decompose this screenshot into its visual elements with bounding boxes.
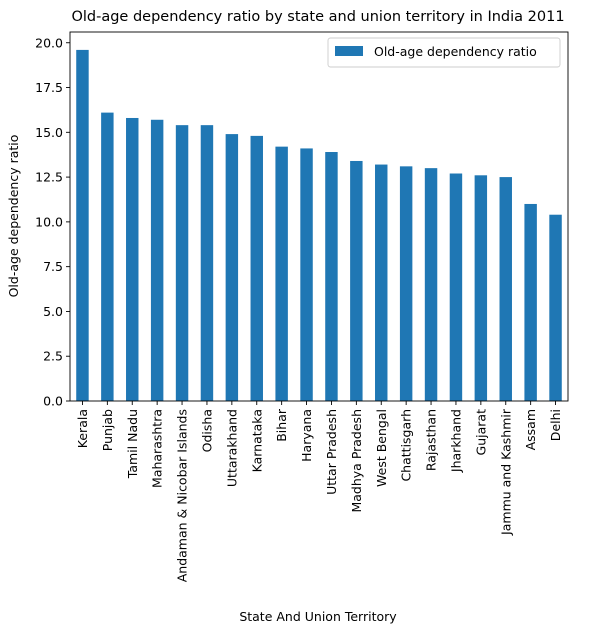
bars-group: [76, 49, 562, 402]
x-tick-label: West Bengal: [374, 409, 389, 487]
chart-title: Old-age dependency ratio by state and un…: [71, 9, 564, 25]
x-tick-label: Karnataka: [249, 409, 264, 472]
x-axis: Kerala Punjab Tamil Nadu Maharashtra Andaman…: [75, 401, 563, 582]
bar-13: [399, 166, 413, 401]
x-tick-label: Haryana: [299, 409, 314, 462]
y-tick-label: 17.5: [35, 80, 63, 95]
x-tick-label: Delhi: [548, 409, 563, 441]
bar-11: [350, 160, 363, 401]
bar-14: [424, 168, 438, 401]
x-tick-label: Assam: [523, 409, 538, 450]
x-tick-label: Madhya Pradesh: [349, 409, 364, 513]
bar-7: [250, 135, 263, 401]
x-tick-label: Uttar Pradesh: [324, 409, 339, 495]
bar-5: [200, 125, 214, 402]
bar-4: [175, 125, 189, 402]
y-tick-label: 10.0: [35, 214, 63, 229]
legend-box: [327, 37, 561, 68]
x-tick-label: Chattisgarh: [399, 409, 414, 482]
y-tick-label: 7.5: [43, 259, 63, 274]
bar-3: [150, 119, 164, 402]
x-tick-label: Jammu and Kashmir: [498, 408, 513, 536]
x-tick-label: Gujarat: [473, 409, 488, 456]
bar-2: [126, 117, 139, 401]
y-tick-label: 20.0: [35, 35, 63, 50]
x-tick-label: Andaman & Nicobar Islands: [175, 409, 190, 582]
y-axis-label: Old-age dependency ratio: [6, 135, 21, 298]
legend: Old-age dependency ratio: [327, 37, 561, 68]
bar-18: [524, 203, 537, 401]
bar-9: [300, 148, 313, 401]
bar-12: [375, 164, 388, 401]
x-tick-label: Rajasthan: [424, 409, 439, 471]
x-tick-label: Punjab: [100, 409, 115, 451]
legend-swatch: [335, 46, 363, 56]
bar-19: [549, 214, 562, 401]
bar-1: [101, 112, 114, 402]
plot-frame: [69, 31, 569, 402]
bar-15: [449, 173, 463, 401]
bar-16: [474, 175, 488, 401]
y-tick-label: 2.5: [43, 349, 63, 364]
x-tick-label: Kerala: [75, 409, 90, 448]
bar-10: [325, 152, 338, 401]
y-tick-label: 15.0: [35, 125, 63, 140]
y-tick-label: 5.0: [43, 304, 63, 319]
x-tick-label: Uttarakhand: [224, 409, 239, 487]
bar-8: [275, 146, 288, 401]
y-axis: 0.0 2.5 5.0 7.5 10.0 12.5 15.0 17.5 20.0: [35, 35, 70, 409]
legend-label: Old-age dependency ratio: [374, 44, 537, 59]
bar-6: [225, 134, 239, 401]
x-tick-label: Odisha: [199, 409, 214, 452]
x-tick-label: Jharkhand: [448, 409, 463, 473]
x-tick-label: Maharashtra: [150, 409, 165, 488]
y-tick-label: 12.5: [35, 170, 63, 185]
x-tick-label: Bihar: [274, 408, 289, 442]
bar-17: [499, 177, 512, 401]
x-axis-label: State And Union Territory: [239, 609, 397, 624]
y-tick-label: 0.0: [43, 394, 63, 409]
bar-0: [76, 49, 89, 401]
x-tick-label: Tamil Nadu: [125, 409, 140, 479]
